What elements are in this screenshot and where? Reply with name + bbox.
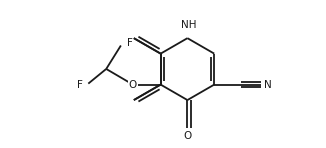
Text: F: F — [127, 38, 133, 48]
Text: O: O — [183, 131, 192, 141]
Text: F: F — [77, 80, 82, 90]
Text: N: N — [264, 80, 272, 90]
Text: NH: NH — [181, 20, 197, 30]
Text: O: O — [129, 80, 137, 90]
